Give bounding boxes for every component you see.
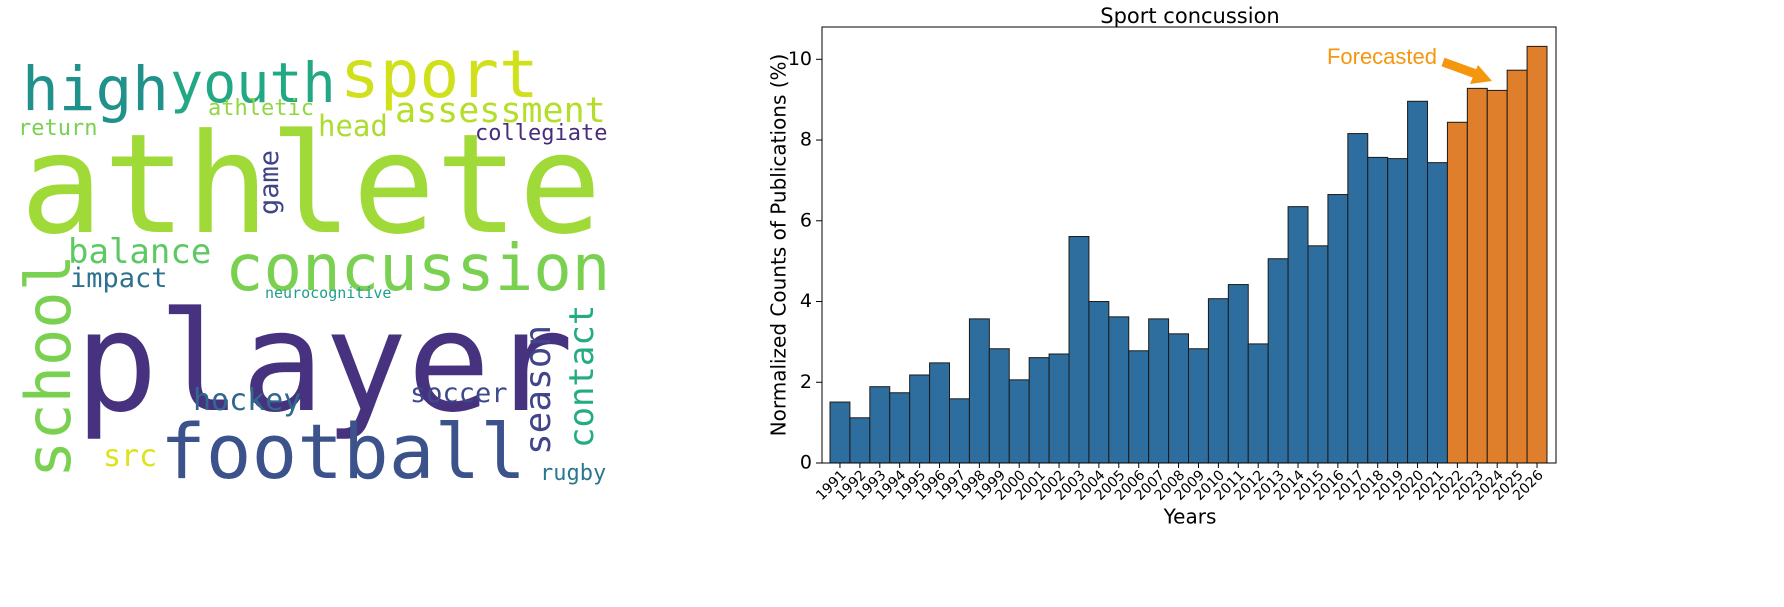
bar [869,386,891,464]
bar [1347,133,1369,464]
bar [1327,194,1349,464]
bar [1486,89,1508,464]
bar [1446,121,1468,464]
bar [1148,318,1170,464]
bar [849,417,871,464]
word: school [12,254,85,478]
bar [1227,284,1249,464]
bar [1427,162,1448,464]
bar [889,392,911,464]
y-tick-label: 4 [800,290,812,312]
bar [1247,343,1269,464]
word: sport [340,36,539,113]
bar [1188,348,1209,464]
bars [829,45,1548,464]
y-tick-label: 2 [800,371,812,393]
word: athlete [20,104,602,265]
annotation-arrow [1441,57,1492,84]
word: athletic [208,96,314,121]
bar [1387,158,1409,464]
chart-title: Sport concussion [1100,4,1279,28]
bar [1466,87,1488,464]
bar [1088,301,1110,464]
word: concussion [225,232,610,306]
bar [1008,379,1030,464]
word: season [518,325,559,455]
bar [829,401,851,464]
bar [909,374,931,464]
word: football [160,407,526,496]
y-axis-label: Normalized Counts of Publications (%) [767,54,791,437]
bar [1048,353,1070,464]
word: youth [170,51,336,115]
y-tick-label: 10 [788,48,812,70]
word: soccer [410,378,508,409]
word: neurocognitive [265,284,391,302]
bar [1267,258,1289,464]
bar [1128,350,1150,464]
bar-chart: Sport concussion Years Normalized Counts… [767,4,1557,529]
word: game [254,150,285,215]
bar [1068,236,1090,464]
annotation: Forecasted [1327,44,1437,69]
word: player [75,282,574,443]
bar [1367,156,1389,464]
bar [1526,45,1548,464]
word: head [318,109,388,143]
plot-frame [821,26,1557,464]
bar [988,348,1010,464]
bar [968,318,990,464]
word: high [22,54,169,125]
x-axis-label: Years [1163,505,1217,529]
word: contact [562,305,602,448]
bar [1287,206,1309,464]
arrow-shaft [1441,57,1478,79]
y-tick-label: 6 [800,209,812,231]
bar [1407,100,1429,464]
word: rugby [540,461,606,486]
word: src [103,439,157,474]
word: impact [70,263,168,294]
word: balance [68,232,211,272]
bar [1506,69,1528,464]
bar [1168,333,1190,464]
bar [929,362,950,464]
bar [949,398,970,464]
word: return [18,116,97,141]
word: assessment [395,91,606,131]
bar [1207,298,1229,464]
word: collegiate [475,121,607,146]
arrow-head [1470,65,1492,84]
y-tick-label: 8 [800,129,812,151]
bar [1028,357,1050,464]
bar [1307,245,1329,464]
bar [1108,316,1130,464]
word: hockey [193,383,301,418]
y-tick-label: 0 [800,452,812,474]
